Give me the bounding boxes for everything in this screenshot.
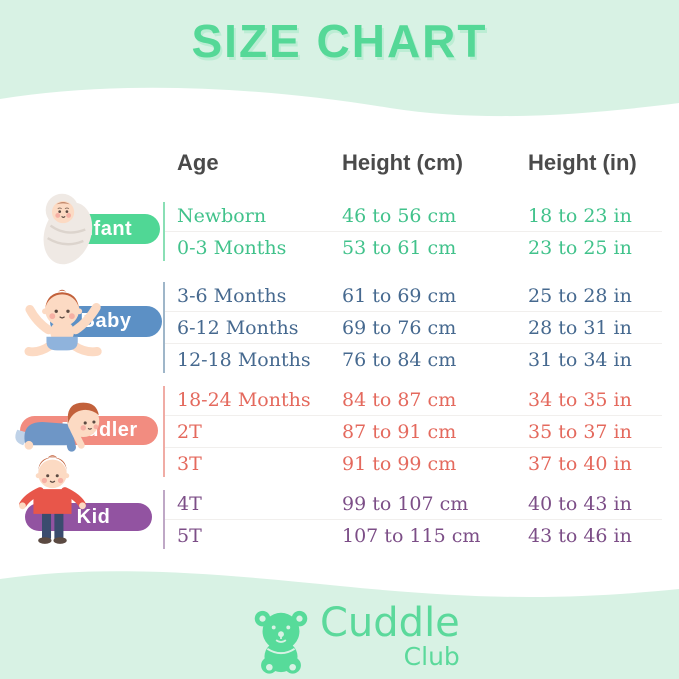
- kid-badge-label: Kid: [76, 505, 111, 528]
- height-in-cell: 25 to 28 in: [528, 284, 632, 307]
- table-row: 4T 99 to 107 cm 40 to 43 in: [165, 488, 662, 519]
- age-cell: 3T: [177, 452, 202, 475]
- height-cm-cell: 76 to 84 cm: [342, 348, 457, 371]
- brand-name: Cuddle Club: [320, 602, 460, 670]
- height-cm-cell: 91 to 99 cm: [342, 452, 457, 475]
- age-cell: Newborn: [177, 204, 267, 227]
- brand-logo: Cuddle Club: [246, 602, 460, 676]
- height-cm-cell: 99 to 107 cm: [342, 492, 469, 515]
- age-cell: 2T: [177, 420, 202, 443]
- height-cm-cell: 61 to 69 cm: [342, 284, 457, 307]
- height-in-cell: 23 to 25 in: [528, 236, 632, 259]
- swaddled-infant-icon: [43, 193, 93, 265]
- height-cm-cell: 87 to 91 cm: [342, 420, 457, 443]
- page-title: SIZE CHART: [191, 15, 488, 67]
- sitting-baby-icon: [24, 289, 102, 357]
- age-cell: 5T: [177, 524, 202, 547]
- height-in-cell: 43 to 46 in: [528, 524, 632, 547]
- header-height-cm: Height (cm): [342, 150, 463, 175]
- table-row: 5T 107 to 115 cm 43 to 46 in: [165, 519, 662, 551]
- height-in-cell: 40 to 43 in: [528, 492, 632, 515]
- header-height-in: Height (in): [528, 150, 637, 175]
- teddy-bear-icon: [254, 610, 308, 674]
- height-cm-cell: 53 to 61 cm: [342, 236, 457, 259]
- age-cell: 0-3 Months: [177, 236, 287, 259]
- table-row: 3T 91 to 99 cm 37 to 40 in: [165, 447, 662, 479]
- header-age: Age: [177, 150, 219, 175]
- table-row: 2T 87 to 91 cm 35 to 37 in: [165, 415, 662, 447]
- table-row: 12-18 Months 76 to 84 cm 31 to 34 in: [165, 343, 662, 375]
- age-cell: 6-12 Months: [177, 316, 299, 339]
- height-in-cell: 18 to 23 in: [528, 204, 632, 227]
- height-in-cell: 37 to 40 in: [528, 452, 632, 475]
- table-row: 18-24 Months 84 to 87 cm 34 to 35 in: [165, 384, 662, 415]
- table-row: Newborn 46 to 56 cm 18 to 23 in: [165, 200, 662, 231]
- table-row: 6-12 Months 69 to 76 cm 28 to 31 in: [165, 311, 662, 343]
- crawling-toddler-icon: [15, 402, 100, 452]
- height-in-cell: 28 to 31 in: [528, 316, 632, 339]
- age-cell: 12-18 Months: [177, 348, 311, 371]
- age-cell: 18-24 Months: [177, 388, 311, 411]
- age-cell: 4T: [177, 492, 202, 515]
- height-in-cell: 34 to 35 in: [528, 388, 632, 411]
- age-cell: 3-6 Months: [177, 284, 287, 307]
- brand-name-main: Cuddle: [320, 600, 460, 646]
- section-baby: 3-6 Months 61 to 69 cm 25 to 28 in 6-12 …: [163, 280, 662, 375]
- height-cm-cell: 69 to 76 cm: [342, 316, 457, 339]
- standing-kid-icon: [19, 455, 86, 544]
- section-kid: 4T 99 to 107 cm 40 to 43 in 5T 107 to 11…: [163, 488, 662, 551]
- height-cm-cell: 84 to 87 cm: [342, 388, 457, 411]
- section-toddler: 18-24 Months 84 to 87 cm 34 to 35 in 2T …: [163, 384, 662, 479]
- height-in-cell: 35 to 37 in: [528, 420, 632, 443]
- height-in-cell: 31 to 34 in: [528, 348, 632, 371]
- section-infant: Newborn 46 to 56 cm 18 to 23 in 0-3 Mont…: [163, 200, 662, 263]
- height-cm-cell: 107 to 115 cm: [342, 524, 481, 547]
- height-cm-cell: 46 to 56 cm: [342, 204, 457, 227]
- table-row: 3-6 Months 61 to 69 cm 25 to 28 in: [165, 280, 662, 311]
- table-header-row: Age Height (cm) Height (in): [165, 148, 677, 178]
- brand-name-sub: Club: [403, 642, 460, 671]
- table-row: 0-3 Months 53 to 61 cm 23 to 25 in: [165, 231, 662, 263]
